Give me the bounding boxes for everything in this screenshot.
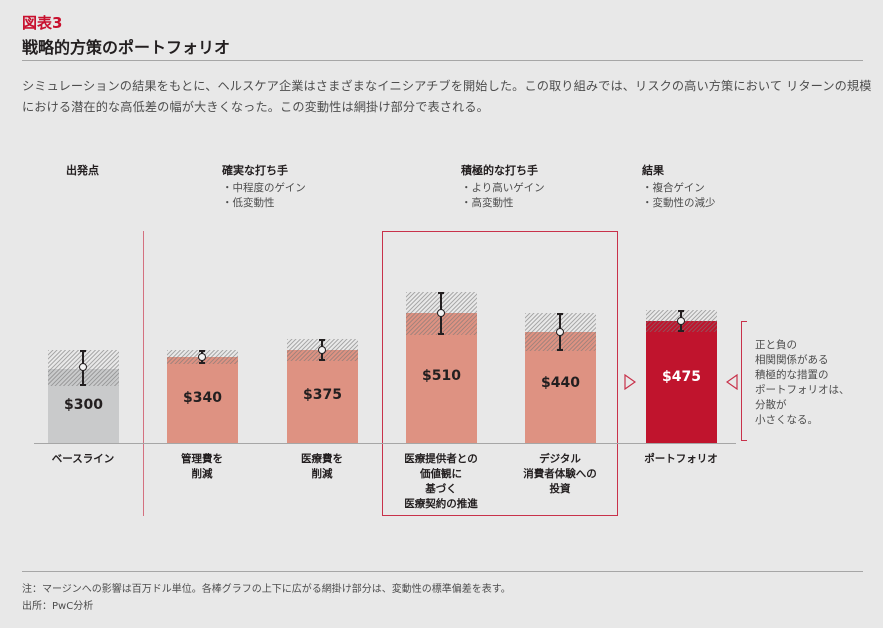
- bar-admin-cost: $340: [167, 350, 238, 443]
- arrow-right-icon: [624, 374, 636, 390]
- x-label-value-based-contracts: 医療提供者との 価値観に 基づく 医療契約の推進: [404, 453, 478, 510]
- mean-marker: [677, 317, 685, 325]
- column-header-safe: 確実な打ち手 中程度のゲイン 低変動性: [222, 162, 306, 211]
- column-header-aggressive: 積極的な打ち手 より高いゲイン 高変動性: [461, 162, 545, 211]
- bar-value: $510: [422, 368, 461, 384]
- x-label-admin-cost: 管理費を 削減: [181, 453, 223, 480]
- column-bullet: 複合ゲイン: [642, 181, 716, 196]
- mean-marker: [318, 346, 326, 354]
- column-bullet: 低変動性: [222, 196, 306, 211]
- x-label-medical-cost: 医療費を 削減: [301, 453, 343, 480]
- bar-value-based-contracts: $510: [406, 292, 477, 443]
- chart-title: 戦略的方策のポートフォリオ: [22, 38, 231, 57]
- x-axis: [34, 443, 736, 444]
- bar-value: $300: [64, 397, 103, 413]
- bar-value: $375: [303, 387, 342, 403]
- side-note: 正と負の 相関関係がある 積極的な措置の ポートフォリオは、 分散が 小さくなる…: [755, 339, 850, 426]
- source: 出所：PwC分析: [22, 601, 94, 612]
- mean-marker: [437, 309, 445, 317]
- column-title: 出発点: [66, 164, 99, 177]
- column-bullet: 中程度のゲイン: [222, 181, 306, 196]
- bar-value: $340: [183, 390, 222, 406]
- x-label-portfolio: ポートフォリオ: [644, 453, 718, 465]
- column-title: 積極的な打ち手: [461, 164, 538, 177]
- bar-digital-experience: $440: [525, 313, 596, 443]
- column-bullet: 高変動性: [461, 196, 545, 211]
- note-bracket: [741, 321, 747, 441]
- mean-marker: [79, 363, 87, 371]
- bar-value: $440: [541, 375, 580, 391]
- x-label-digital-experience: デジタル 消費者体験への 投資: [523, 453, 597, 495]
- bar-baseline: $300: [48, 350, 119, 443]
- column-title: 結果: [642, 164, 664, 177]
- aggressive-group-box: [382, 231, 618, 516]
- footnote: 注：マージンへの影響は百万ドル単位。各棒グラフの上下に広がる網掛け部分は、変動性…: [22, 584, 511, 595]
- mean-marker: [198, 353, 206, 361]
- column-header-start: 出発点: [66, 162, 99, 178]
- footer-divider: [22, 571, 863, 572]
- bar-value: $475: [662, 369, 701, 385]
- column-header-result: 結果 複合ゲイン 変動性の減少: [642, 162, 716, 211]
- x-label-baseline: ベースライン: [51, 453, 115, 465]
- mean-marker: [556, 328, 564, 336]
- section-divider: [143, 231, 144, 516]
- intro-text: シミュレーションの結果をもとに、ヘルスケア企業はさまざまなイニシアチブを開始した…: [22, 79, 872, 114]
- column-title: 確実な打ち手: [222, 164, 288, 177]
- bar-medical-cost: $375: [287, 339, 358, 443]
- arrow-left-icon: [726, 374, 738, 390]
- header-divider: [22, 60, 863, 61]
- column-bullet: 変動性の減少: [642, 196, 716, 211]
- figure-label: 図表3: [22, 14, 63, 32]
- column-bullet: より高いゲイン: [461, 181, 545, 196]
- bar-portfolio: $475: [646, 310, 717, 443]
